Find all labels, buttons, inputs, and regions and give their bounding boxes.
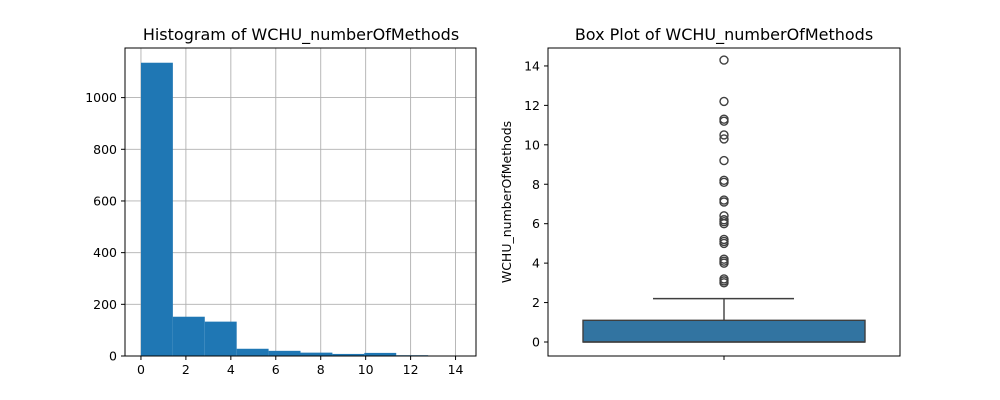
boxplot-outlier-point [719,215,729,225]
histogram-x-tick-label: 0 [137,362,145,377]
histogram-axes-frame [124,47,477,357]
histogram-x-tick-label: 6 [272,362,280,377]
boxplot-y-ticks: 0 2 4 6 8 10 12 14 [524,58,548,350]
histogram-x-tick-label: 8 [317,362,325,377]
histogram-x-tick-label: 4 [227,362,235,377]
histogram-bar [172,316,205,356]
boxplot-outlier-point [719,254,729,264]
boxplot-outlier-point [719,134,729,144]
histogram-x-ticks: 0 2 4 6 8 10 12 14 [137,356,464,377]
histogram-y-tick-label: 800 [93,142,117,157]
histogram-bar [364,352,397,356]
histogram-x-tick-label: 10 [358,362,374,377]
boxplot-outlier-point [719,195,729,205]
boxplot-outlier-point [719,211,729,221]
boxplot-outlier-point [719,96,729,107]
histogram-x-tick-label: 12 [403,362,419,377]
histogram-grid [125,48,476,357]
boxplot-y-tick-label: 8 [532,177,540,192]
histogram-bar [236,348,269,356]
histogram-bar [204,321,237,356]
histogram-bar [268,350,301,356]
boxplot-box [582,319,866,343]
boxplot-outlier-point [719,155,729,166]
histogram-x-tick-label: 14 [448,362,464,377]
histogram-y-tick-label: 200 [93,297,117,312]
histogram-bars [140,62,461,357]
boxplot-y-tick-label: 2 [532,295,540,310]
boxplot-outlier-point [719,55,729,65]
boxplot-outlier-point [719,274,729,284]
boxplot-y-tick-label: 14 [524,58,540,73]
histogram-y-tick-label: 1000 [85,90,117,105]
histogram-title: Histogram of WCHU_numberOfMethods [143,25,459,45]
boxplot-y-axis-label: WCHU_numberOfMethods [499,121,514,283]
histogram-y-ticks: 0 200 400 600 800 1000 [85,90,125,364]
histogram-y-tick-label: 400 [93,245,117,260]
boxplot-outlier-point [719,114,729,124]
boxplot-y-tick-label: 4 [532,256,540,271]
histogram-bar [332,353,365,356]
histogram-y-tick-label: 0 [109,349,117,364]
histogram-panel: Histogram of WCHU_numberOfMethods 0 2 4 6 8 1… [85,25,477,377]
boxplot-panel: Box Plot of WCHU_numberOfMethods 0 2 4 6 8 10… [499,25,901,360]
boxplot-y-tick-label: 0 [532,335,540,350]
boxplot-outlier-point [719,175,729,186]
histogram-bar [140,62,173,357]
boxplot-outlier-point [719,130,729,140]
boxplot-y-tick-label: 10 [524,137,540,152]
boxplot-body [582,297,866,343]
boxplot-outliers [719,55,729,288]
histogram-y-tick-label: 600 [93,193,117,208]
histogram-x-tick-label: 2 [182,362,190,377]
boxplot-outlier-point [719,234,729,245]
boxplot-y-tick-label: 6 [532,216,540,231]
boxplot-title: Box Plot of WCHU_numberOfMethods [575,25,873,45]
histogram-bar [300,352,333,356]
boxplot-y-tick-label: 12 [524,98,540,113]
